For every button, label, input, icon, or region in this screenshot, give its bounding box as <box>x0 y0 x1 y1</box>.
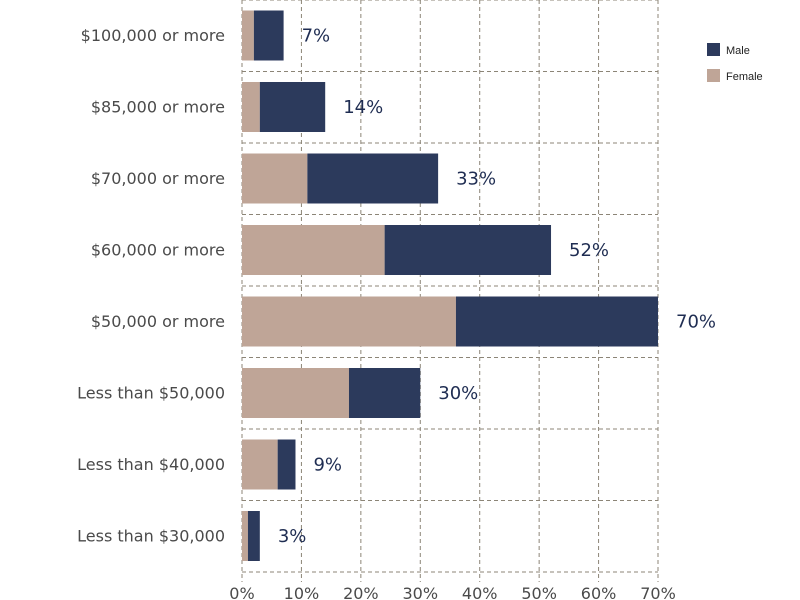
category-labels: $100,000 or more $85,000 or more $70,000 o… <box>77 26 225 546</box>
total-data-label: 70% <box>676 312 716 333</box>
legend-label-male: Male <box>726 45 750 57</box>
bar-female-1 <box>242 82 260 132</box>
category-label: $100,000 or more <box>81 26 225 45</box>
x-tick-label: 0% <box>229 584 254 600</box>
legend-swatch-female <box>707 69 720 82</box>
bar-male-0 <box>253 10 284 61</box>
bar-female-2 <box>242 153 308 204</box>
total-data-label: 3% <box>278 526 307 547</box>
category-label: Less than $30,000 <box>77 526 225 545</box>
x-tick-label: 30% <box>403 584 439 600</box>
category-label: Less than $50,000 <box>77 383 225 402</box>
legend: Male Female <box>707 43 763 83</box>
bar-male-7 <box>247 511 260 561</box>
bar-female-0 <box>242 10 254 61</box>
total-data-label: 9% <box>313 455 342 476</box>
bar-female-4 <box>242 296 456 347</box>
bar-female-7 <box>242 511 248 561</box>
bar-female-5 <box>242 368 349 418</box>
category-label: $50,000 or more <box>91 312 225 331</box>
category-label: $70,000 or more <box>91 169 225 188</box>
grid <box>241 0 659 582</box>
bar-male-4 <box>455 296 658 347</box>
x-tick-label: 20% <box>343 584 379 600</box>
bar-male-5 <box>348 368 421 418</box>
total-data-label: 14% <box>343 97 383 118</box>
x-tick-label: 70% <box>640 584 676 600</box>
bar-male-3 <box>384 225 552 275</box>
total-data-label: 7% <box>302 26 331 47</box>
category-label: Less than $40,000 <box>77 455 225 474</box>
legend-label-female: Female <box>726 71 763 83</box>
x-tick-labels: 0% 10% 20% 30% 40% 50% 60% 70% <box>229 584 675 600</box>
bar-male-2 <box>307 153 439 204</box>
bar-male-6 <box>277 439 296 490</box>
bar-male-1 <box>259 82 326 132</box>
data-labels: 7% 14% 33% 52% 70% 30% 9% 3% <box>278 26 716 548</box>
bar-female-3 <box>242 225 385 275</box>
total-data-label: 33% <box>456 169 496 190</box>
total-data-label: 52% <box>569 240 609 261</box>
bars <box>242 10 658 561</box>
x-tick-label: 10% <box>284 584 320 600</box>
total-data-label: 30% <box>438 383 478 404</box>
category-label: $85,000 or more <box>91 97 225 116</box>
bar-female-6 <box>242 439 278 490</box>
category-label: $60,000 or more <box>91 240 225 259</box>
x-tick-label: 50% <box>521 584 557 600</box>
legend-swatch-male <box>707 43 720 56</box>
x-tick-label: 40% <box>462 584 498 600</box>
x-tick-label: 60% <box>581 584 617 600</box>
